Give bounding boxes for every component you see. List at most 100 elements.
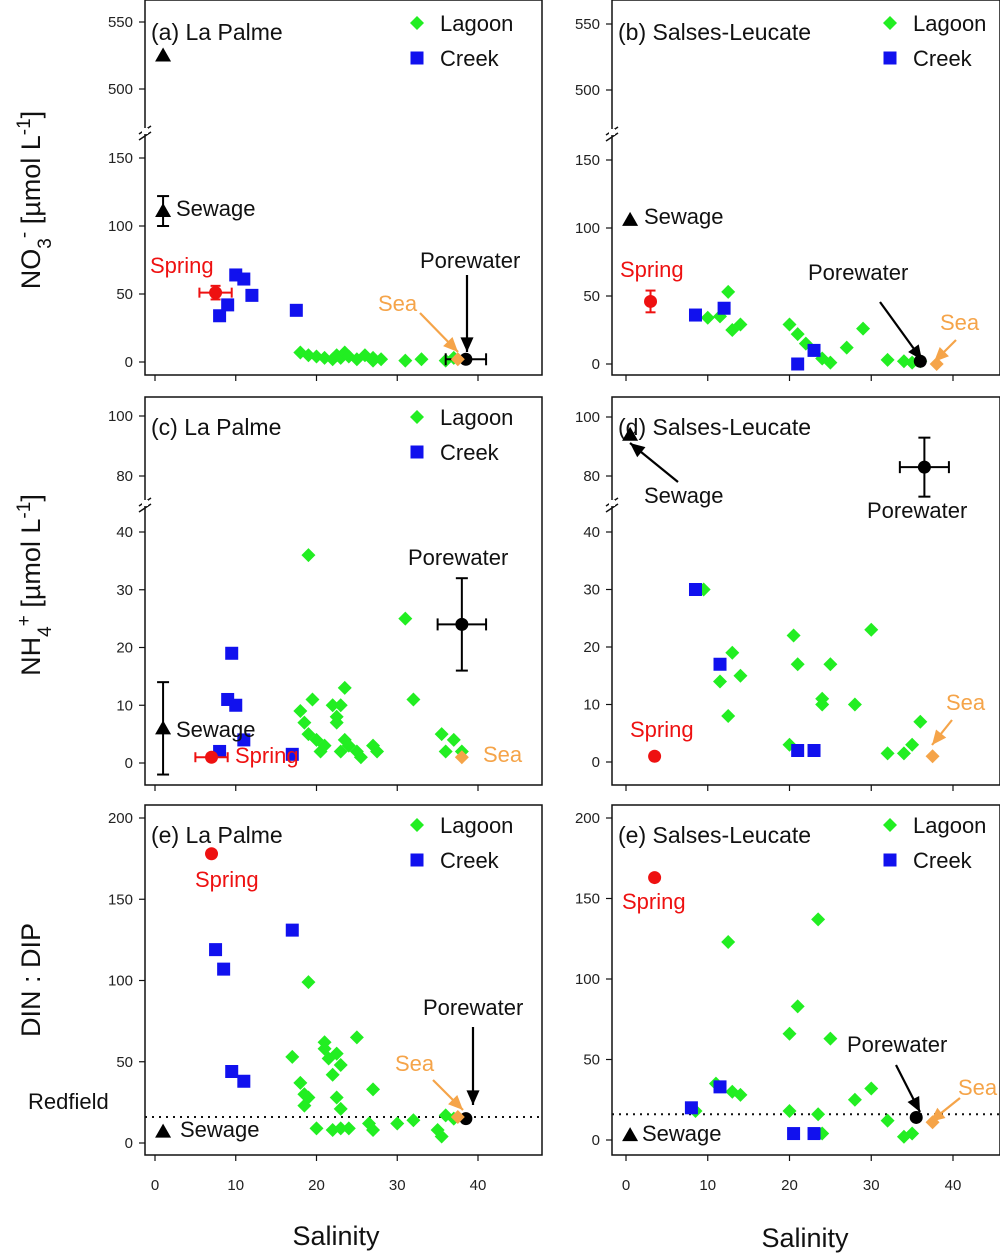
panel-2-lagoon-point xyxy=(790,327,805,342)
panel-6-lagoon-point xyxy=(811,912,826,927)
panel-6-sea-arrow-head xyxy=(930,1107,946,1122)
panel-5-x-tick-label: 0 xyxy=(151,1177,159,1194)
panel-3-creek-point xyxy=(285,747,299,761)
panel-6-creek-point xyxy=(713,1080,727,1094)
panel-6-creek-point xyxy=(807,1127,821,1141)
panel-1-title: (a) La Palme xyxy=(151,19,283,45)
panel-6-spring-point xyxy=(648,871,662,885)
panel-5-sea-label: Sea xyxy=(395,1051,435,1076)
right-x-axis-label: Salinity xyxy=(761,1223,849,1253)
panel-4-sewage-arrow-head xyxy=(630,443,646,458)
panel-5-title: (e) La Palme xyxy=(151,822,283,848)
panel-4-porewater-label: Porewater xyxy=(867,498,967,523)
panel-1-lagoon-point xyxy=(414,352,429,367)
panel-2-sea-arrow-head xyxy=(934,347,949,362)
panel-3-y-tick-label: 30 xyxy=(116,582,133,599)
panel-4-title: (d) Salses-Leucate xyxy=(618,414,811,440)
panel-2-lagoon-point xyxy=(721,284,736,299)
panel-2-lagoon-point xyxy=(839,340,854,355)
panel-4-creek-point xyxy=(807,744,821,757)
panel-5-lagoon-point xyxy=(301,1090,316,1105)
panel-6-creek-point xyxy=(787,1127,801,1141)
panel-1-y-tick-label: 550 xyxy=(108,14,133,31)
panel-2-porewater-arrow-head xyxy=(908,344,922,360)
panel-1-porewater-point xyxy=(459,352,473,366)
panel-5-creek-point xyxy=(237,1074,251,1088)
panel-4-frame xyxy=(611,396,1000,786)
panel-2-spring-point xyxy=(644,294,658,308)
panel-1-y-tick-label: 0 xyxy=(125,354,133,371)
panel-4-creek-point xyxy=(713,657,727,671)
panel-5-lagoon-point xyxy=(366,1123,381,1137)
panel-2-legend-lagoon-marker xyxy=(883,16,897,30)
panel-5-lagoon-point xyxy=(333,1121,348,1136)
panel-5-lagoon-point xyxy=(309,1121,324,1136)
panel-3-lagoon-point xyxy=(301,548,316,563)
panel-3-legend-lagoon-marker xyxy=(410,410,424,424)
panel-4-sewage-label: Sewage xyxy=(644,483,724,508)
panel-4-sea-label: Sea xyxy=(946,690,986,715)
panel-4-creek-point xyxy=(791,744,805,757)
panel-6-lagoon-point xyxy=(790,999,805,1014)
panel-2-axis-break-gap xyxy=(609,129,615,135)
panel-2-title: (b) Salses-Leucate xyxy=(618,19,811,45)
panel-5-porewater-label: Porewater xyxy=(423,995,523,1020)
panel-6-spring-label: Spring xyxy=(622,889,686,914)
panel-1-porewater-label: Porewater xyxy=(420,248,520,273)
panel-3-lagoon-point xyxy=(406,692,421,707)
panel-3-y-tick-label: 100 xyxy=(108,408,133,425)
panel-1-frame xyxy=(144,0,543,376)
panel-2-y-tick-label: 50 xyxy=(583,288,600,305)
panel-6-lagoon-point xyxy=(733,1087,748,1102)
panel-5-y-tick-label: 0 xyxy=(125,1135,133,1152)
panel-5-x-tick-label: 30 xyxy=(389,1177,406,1194)
panel-5-legend-lagoon-marker xyxy=(410,818,424,832)
panel-6-lagoon-point xyxy=(864,1081,879,1096)
panel-5-y-tick-label: 200 xyxy=(108,810,133,827)
panel-6-y-tick-label: 0 xyxy=(592,1132,600,1149)
panel-2-lagoon-point xyxy=(880,352,895,367)
panel-4-y-tick-label: 10 xyxy=(583,697,600,714)
panel-1-sewage-point xyxy=(155,47,172,62)
panel-4-y-tick-label: 30 xyxy=(583,582,600,599)
panel-3-lagoon-point xyxy=(353,750,368,765)
panel-5-lagoon-point xyxy=(333,1058,348,1072)
panel-5-lagoon-point xyxy=(366,1082,381,1097)
panel-2-y-tick-label: 0 xyxy=(592,356,600,373)
panel-2-lagoon-point xyxy=(856,321,871,336)
panel-4-lagoon-point xyxy=(786,628,801,643)
panel-5-x-tick-label: 10 xyxy=(227,1177,244,1194)
panel-4-lagoon-point xyxy=(725,645,740,660)
panel-5-x-tick-label: 20 xyxy=(308,1177,325,1194)
panel-1-legend-creek-marker xyxy=(410,51,424,65)
panel-4-lagoon-point xyxy=(790,657,805,672)
panel-3-y-tick-label: 40 xyxy=(116,524,133,541)
panel-2-y-tick-label: 500 xyxy=(575,82,600,99)
panel-3-legend-creek-marker xyxy=(410,445,424,459)
panel-1-sewage-label: Sewage xyxy=(176,196,256,221)
panel-4-y-tick-label: 40 xyxy=(583,524,600,541)
panel-3-lagoon-point xyxy=(438,744,453,759)
panel-4-lagoon-point xyxy=(896,746,911,761)
panel-6-x-tick-label: 40 xyxy=(945,1177,962,1194)
panel-5-lagoon-point xyxy=(406,1113,421,1128)
panel-5-legend-creek-marker xyxy=(410,853,424,867)
panel-5-sea-point xyxy=(450,1110,465,1124)
panel-2-porewater-point xyxy=(913,354,927,368)
panel-6-y-tick-label: 150 xyxy=(575,891,600,908)
panel-6-porewater-point xyxy=(909,1110,923,1124)
panel-3-spring-point xyxy=(205,750,219,764)
panel-6-legend-lagoon-marker xyxy=(883,818,897,832)
panel-6-x-tick-label: 20 xyxy=(781,1177,798,1194)
panel-5-lagoon-point xyxy=(301,975,316,990)
panel-5-creek-point xyxy=(225,1065,239,1078)
panel-1-sewage-point xyxy=(155,203,172,218)
panel-6-lagoon-point xyxy=(811,1107,826,1122)
panel-5-lagoon-point xyxy=(434,1129,449,1144)
panel-5-sea-arrow-head xyxy=(448,1095,463,1110)
panel-2-spring-label: Spring xyxy=(620,257,684,282)
row1-y-axis-label: NO3- [µmol L-1] xyxy=(14,111,56,289)
panel-6-legend-creek: Creek xyxy=(913,848,973,873)
panel-2-legend-creek: Creek xyxy=(913,46,973,71)
